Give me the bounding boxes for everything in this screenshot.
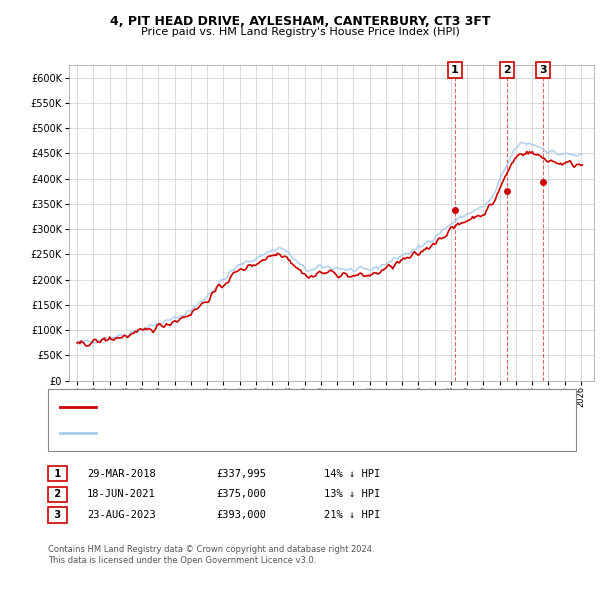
Text: 4, PIT HEAD DRIVE, AYLESHAM, CANTERBURY, CT3 3FT (detached house): 4, PIT HEAD DRIVE, AYLESHAM, CANTERBURY,… xyxy=(102,402,429,411)
Text: £393,000: £393,000 xyxy=(216,510,266,520)
Text: 2: 2 xyxy=(51,490,65,499)
Text: £337,995: £337,995 xyxy=(216,469,266,478)
Text: 14% ↓ HPI: 14% ↓ HPI xyxy=(324,469,380,478)
Text: 3: 3 xyxy=(539,65,547,75)
Text: 13% ↓ HPI: 13% ↓ HPI xyxy=(324,490,380,499)
Text: This data is licensed under the Open Government Licence v3.0.: This data is licensed under the Open Gov… xyxy=(48,556,316,565)
Text: 29-MAR-2018: 29-MAR-2018 xyxy=(87,469,156,478)
Text: 1: 1 xyxy=(51,469,65,478)
Text: Contains HM Land Registry data © Crown copyright and database right 2024.: Contains HM Land Registry data © Crown c… xyxy=(48,545,374,555)
Text: 21% ↓ HPI: 21% ↓ HPI xyxy=(324,510,380,520)
Text: 1: 1 xyxy=(451,65,459,75)
Text: 4, PIT HEAD DRIVE, AYLESHAM, CANTERBURY, CT3 3FT: 4, PIT HEAD DRIVE, AYLESHAM, CANTERBURY,… xyxy=(110,15,490,28)
Text: £375,000: £375,000 xyxy=(216,490,266,499)
Text: 2: 2 xyxy=(503,65,511,75)
Text: HPI: Average price, detached house, Dover: HPI: Average price, detached house, Dove… xyxy=(102,428,296,437)
Text: 18-JUN-2021: 18-JUN-2021 xyxy=(87,490,156,499)
Text: Price paid vs. HM Land Registry's House Price Index (HPI): Price paid vs. HM Land Registry's House … xyxy=(140,27,460,37)
Text: 3: 3 xyxy=(51,510,65,520)
Text: 23-AUG-2023: 23-AUG-2023 xyxy=(87,510,156,520)
